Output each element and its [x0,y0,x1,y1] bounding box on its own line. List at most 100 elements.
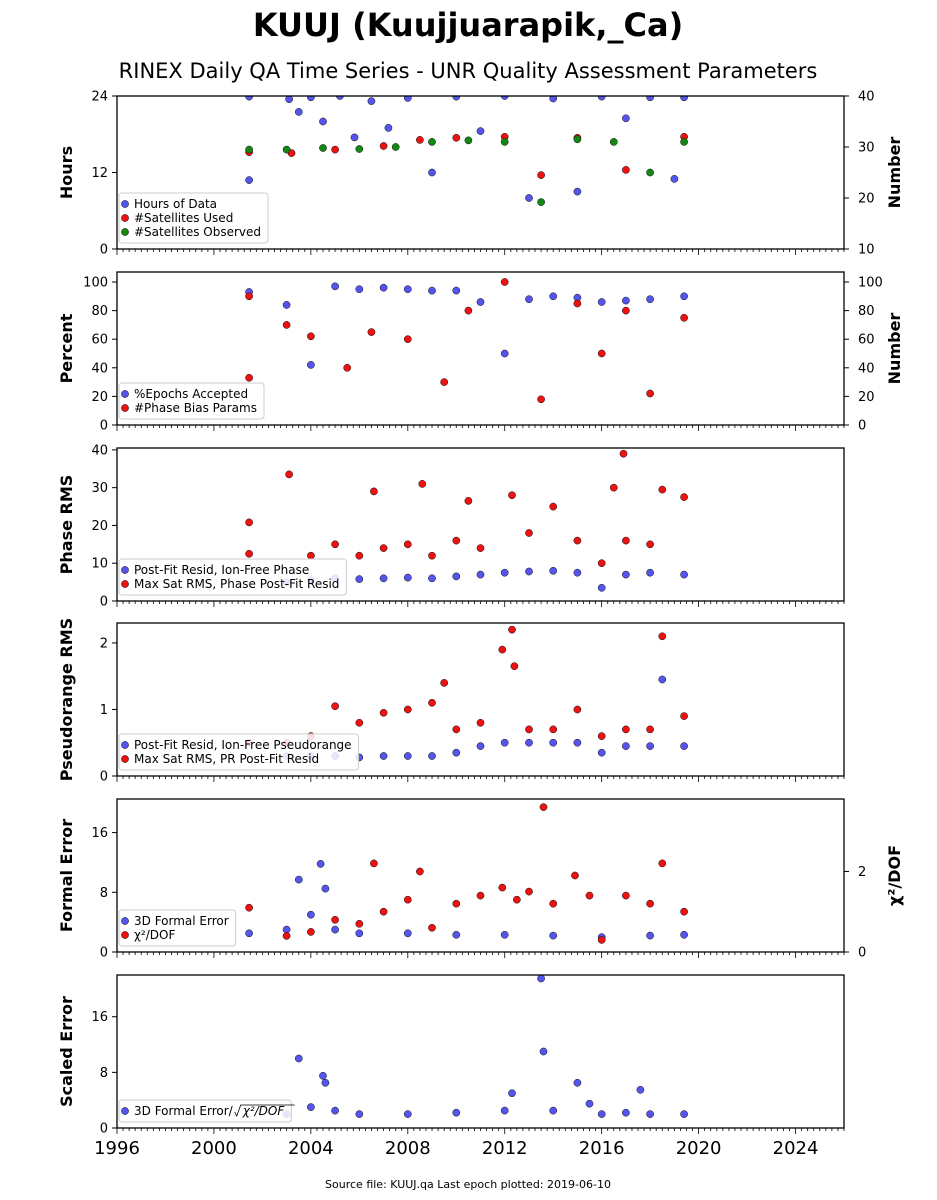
y-right-tick-label: 0 [858,946,866,961]
y-tick-label: 24 [91,90,108,105]
data-point [597,349,606,358]
x-tick-label: 2000 [191,1138,237,1159]
data-point [500,1106,509,1115]
y-right-tick-label: 40 [858,361,875,376]
data-point [245,903,253,912]
legend-marker [121,200,129,208]
data-point [403,705,412,714]
data-point [680,742,688,750]
data-point [573,738,582,747]
legend-marker [121,755,129,763]
data-point [452,899,461,908]
data-point [597,748,606,757]
data-point [403,573,412,582]
data-point [331,1106,339,1115]
data-point [355,1110,364,1118]
data-point [573,299,582,308]
y-tick-label: 80 [91,304,108,319]
y-right-tick-label: 80 [858,304,875,319]
y-right-tick-label: 2 [858,865,866,880]
y-right-axis-label: Number [885,313,904,385]
data-point [500,738,509,747]
data-point [379,907,388,916]
data-point [680,138,688,146]
data-point [379,752,388,760]
panel-3: 0 10 20 30 40 Phase RMS Post-Fit Resid, Ion-Fr… [57,443,845,610]
legend-marker [121,741,129,749]
data-point [476,127,485,135]
data-point [321,884,330,893]
data-point [452,748,461,757]
data-point [500,930,509,939]
data-point [549,566,558,575]
data-point [571,871,579,880]
data-point [476,891,485,900]
data-point [508,625,516,634]
data-point [573,536,582,545]
data-point [609,483,618,492]
data-point [331,702,339,711]
y-right-tick-label: 20 [858,390,875,405]
data-point [537,198,545,206]
data-point [428,923,436,932]
sqrt-sign [234,1104,295,1118]
panel-data [282,975,688,1118]
y-tick-label: 30 [91,481,108,496]
y-right-axis-label: χ²/DOF [885,845,904,906]
data-point [452,133,461,142]
data-point [525,567,533,576]
data-point [245,518,253,527]
panel-4: 0 1 2 Pseudorange RMS Post-Fit Resid, Ion-Fr… [57,618,845,785]
panel-data [245,96,688,206]
y-tick-label: 0 [100,243,108,258]
data-point [622,296,630,305]
data-point [321,1078,330,1087]
legend-label: Max Sat RMS, PR Post-Fit Resid [134,752,319,766]
data-point [464,497,473,505]
data-point [573,1078,582,1087]
y-tick-label: 60 [91,333,108,348]
data-point [622,114,630,123]
data-point [379,283,388,292]
data-point [597,936,606,944]
data-point [646,1110,654,1118]
data-point [307,551,315,560]
legend-marker [121,390,129,398]
y-tick-label: 0 [100,1122,108,1137]
data-point [428,698,436,707]
data-point [680,493,688,501]
data-point [245,292,253,301]
data-point [680,930,688,939]
y-tick-label: 0 [100,946,108,961]
y-tick-label: 16 [91,1010,108,1025]
data-point [646,568,654,577]
y-right-tick-label: 60 [858,333,875,348]
data-point [498,883,507,892]
y-tick-label: 40 [91,443,108,458]
data-point [370,487,378,496]
legend-label: 3D Formal Error/ [134,1104,234,1118]
data-point [573,187,582,196]
legend: %Epochs Accepted#Phase Bias Params [118,382,265,420]
data-point [513,895,521,904]
data-point [585,891,594,900]
data-point [658,675,667,684]
data-point [307,96,315,102]
data-point [403,929,412,938]
y-tick-label: 8 [100,886,108,901]
data-point [403,96,412,102]
data-point [379,544,388,552]
y-tick-label: 20 [91,390,108,405]
data-point [294,1054,303,1063]
data-point [245,145,253,154]
data-point [355,919,364,928]
data-point [403,335,412,344]
y-tick-label: 10 [91,557,108,572]
data-point [549,292,558,301]
data-point [307,1103,315,1111]
data-point [646,295,654,304]
data-point [464,136,473,145]
legend-label-suffix: χ²/DOF [242,1104,286,1118]
